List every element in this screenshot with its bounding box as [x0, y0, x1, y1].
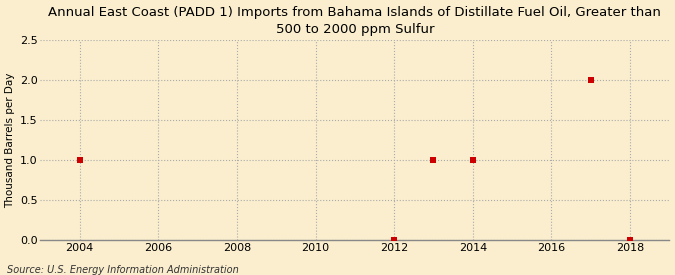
Point: [585, 78, 596, 82]
Title: Annual East Coast (PADD 1) Imports from Bahama Islands of Distillate Fuel Oil, G: Annual East Coast (PADD 1) Imports from …: [49, 6, 662, 35]
Point: [467, 158, 478, 162]
Point: [74, 158, 85, 162]
Point: [625, 238, 636, 242]
Point: [428, 158, 439, 162]
Y-axis label: Thousand Barrels per Day: Thousand Barrels per Day: [5, 72, 16, 208]
Point: [389, 238, 400, 242]
Text: Source: U.S. Energy Information Administration: Source: U.S. Energy Information Administ…: [7, 265, 238, 275]
